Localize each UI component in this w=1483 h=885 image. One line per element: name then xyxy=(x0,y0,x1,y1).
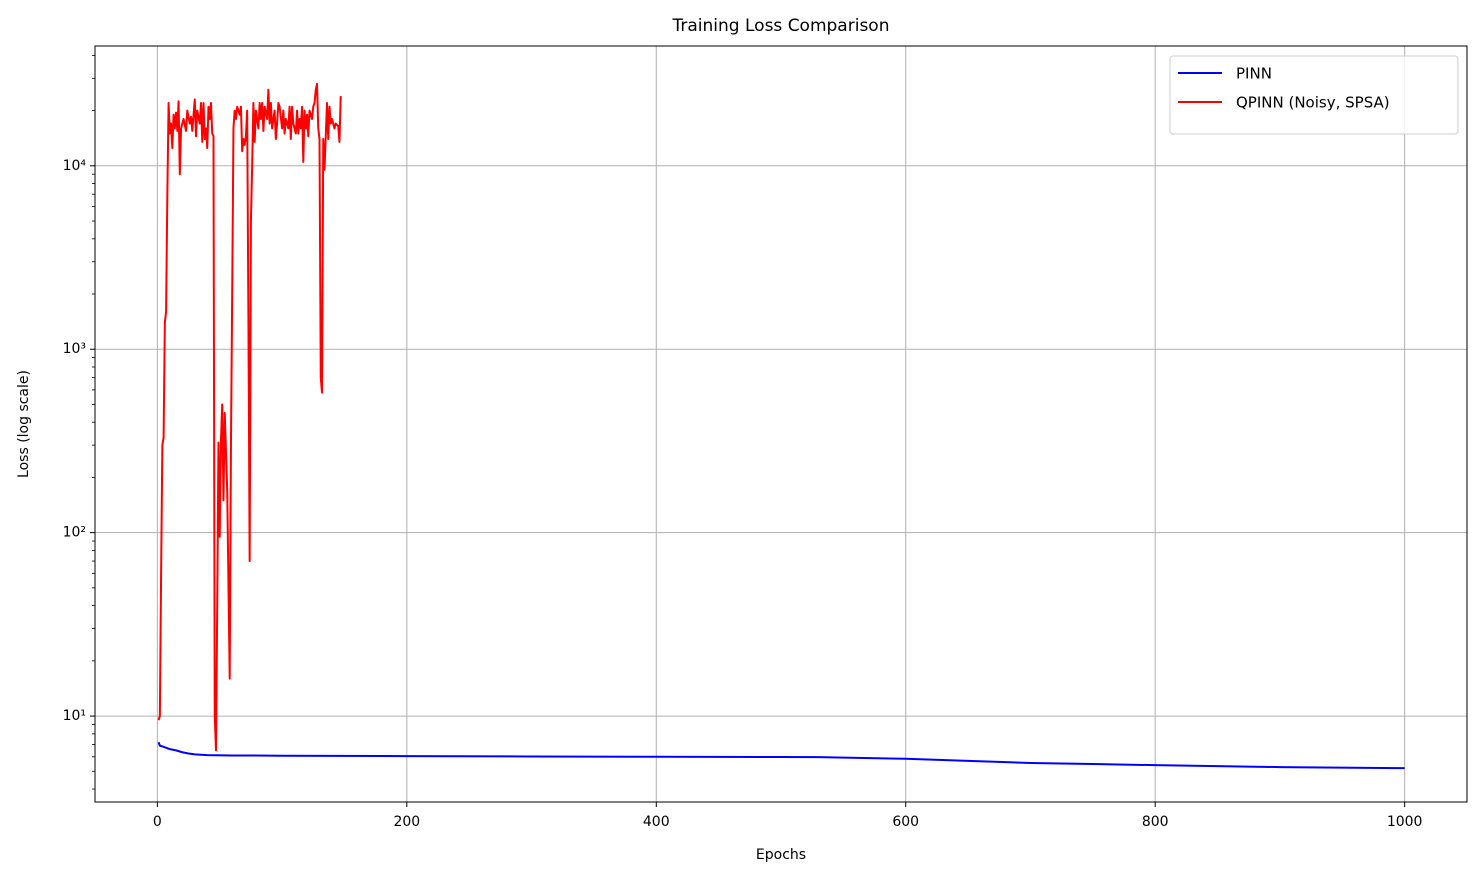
legend-label: QPINN (Noisy, SPSA) xyxy=(1236,94,1390,112)
y-tick-label: 10² xyxy=(63,525,86,541)
x-tick-label: 1000 xyxy=(1387,814,1423,830)
axes-frame xyxy=(94,45,1468,803)
legend-box xyxy=(1169,55,1459,135)
legend-label: PINN xyxy=(1236,65,1272,83)
grid xyxy=(95,46,1467,802)
x-tick-label: 600 xyxy=(892,814,919,830)
x-tick-label: 400 xyxy=(643,814,670,830)
y-tick-label: 10¹ xyxy=(63,708,86,724)
plot-area xyxy=(157,82,1405,770)
ticks: 0 200 400 600 800 1000 10¹ 10² 10³ 10⁴ xyxy=(63,54,1423,830)
series-line xyxy=(157,741,1405,770)
y-axis-label: Loss (log scale) xyxy=(16,370,32,478)
chart-title: Training Loss Comparison xyxy=(672,16,890,36)
y-tick-label: 10³ xyxy=(63,341,86,357)
y-tick-label: 10⁴ xyxy=(63,158,87,174)
series-line xyxy=(157,82,342,752)
legend: PINN QPINN (Noisy, SPSA) xyxy=(1169,55,1459,135)
x-axis-label: Epochs xyxy=(756,847,806,863)
x-tick-label: 200 xyxy=(393,814,420,830)
x-tick-label: 800 xyxy=(1142,814,1169,830)
x-tick-label: 0 xyxy=(153,814,162,830)
